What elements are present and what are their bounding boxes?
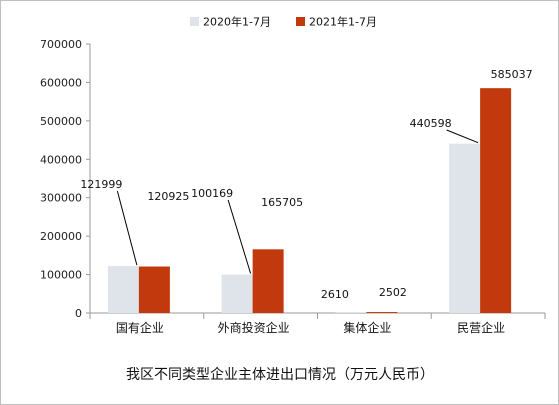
data-labels: 121999 120925 100169 165705 2610 2502 440598 58…	[80, 68, 532, 301]
legend-label-2020: 2020年1-7月	[203, 15, 271, 29]
data-label-2021: 2502	[379, 286, 407, 299]
data-label-2020: 121999	[80, 178, 122, 191]
y-tick-label: 300000	[40, 192, 82, 205]
y-tick-label: 500000	[40, 115, 82, 128]
y-tick-label: 600000	[40, 76, 82, 89]
bar-2020	[107, 266, 139, 313]
x-category-label: 民营企业	[457, 320, 505, 335]
x-category-label: 集体企业	[343, 320, 391, 335]
bar-2021	[366, 312, 398, 313]
leader-line	[446, 129, 479, 144]
y-tick-label: 200000	[40, 230, 82, 243]
data-label-2020: 440598	[410, 117, 452, 130]
leader-line	[116, 190, 138, 266]
x-category-label: 外商投资企业	[218, 320, 290, 335]
bar-2021	[480, 88, 512, 313]
bar-2021	[252, 249, 284, 313]
y-tick-label: 100000	[40, 269, 82, 282]
data-label-2021: 120925	[147, 190, 189, 203]
bar-2020	[221, 274, 253, 313]
legend: 2020年1-7月 2021年1-7月	[190, 15, 377, 29]
chart-title: 我区不同类型企业主体进出口情况（万元人民币）	[126, 366, 434, 383]
y-tick-label: 0	[75, 307, 82, 320]
bar-2020	[335, 311, 367, 313]
bar-2021	[138, 266, 170, 313]
x-category-label: 国有企业	[116, 320, 164, 335]
x-axis: 国有企业 外商投资企业 集体企业 民营企业	[89, 312, 546, 335]
bar-2020	[449, 143, 481, 313]
data-label-2021: 585037	[491, 68, 533, 81]
legend-swatch-2021	[296, 17, 305, 26]
data-label-2021: 165705	[261, 196, 303, 209]
y-tick-label: 700000	[40, 38, 82, 51]
y-axis: 0 100000 200000 300000 400000 500000 600000 700…	[40, 38, 91, 320]
legend-label-2021: 2021年1-7月	[309, 15, 377, 29]
leader-line	[227, 199, 252, 274]
bars	[107, 88, 512, 313]
data-label-2020: 2610	[321, 288, 349, 301]
y-tick-label: 400000	[40, 153, 82, 166]
data-label-2020: 100169	[191, 187, 233, 200]
legend-swatch-2020	[190, 17, 199, 26]
